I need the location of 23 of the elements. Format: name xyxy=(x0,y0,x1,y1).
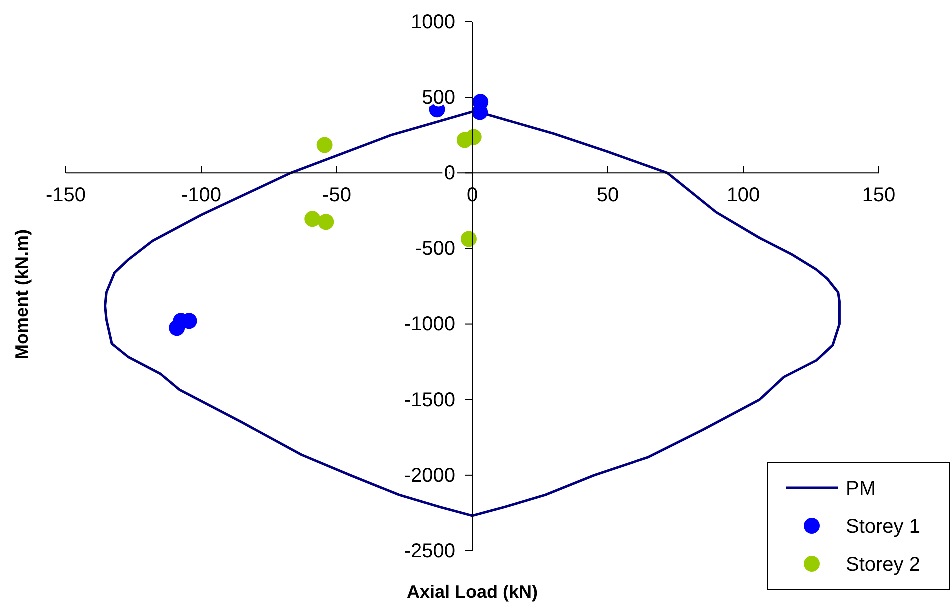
y-tick-label: -1500 xyxy=(404,389,456,412)
y-tick-label: -2000 xyxy=(404,464,456,487)
x-tick-label: -100 xyxy=(181,184,222,206)
y-tick-label: -1000 xyxy=(404,314,456,336)
x-tick-label: -50 xyxy=(322,184,352,206)
y-tick-label: 1000 xyxy=(411,11,456,34)
point xyxy=(304,211,321,228)
point xyxy=(318,214,334,230)
x-axis-title: Axial Load (kN) xyxy=(406,582,538,602)
y-tick-label: -2500 xyxy=(404,540,456,562)
point xyxy=(461,231,477,248)
y-tick-label: -500 xyxy=(415,238,456,260)
x-tick-label: 50 xyxy=(596,184,620,206)
x-tick-label: 150 xyxy=(862,184,896,206)
y-axis-title: Moment (kN.m) xyxy=(12,229,32,360)
point xyxy=(466,129,482,146)
legend-label: Storey 2 xyxy=(846,554,920,576)
x-tick-label: 100 xyxy=(726,184,760,206)
legend-label: Storey 1 xyxy=(846,516,920,538)
point xyxy=(316,137,333,154)
legend-label: PM xyxy=(846,478,876,500)
y-tick-label: 500 xyxy=(422,86,456,109)
x-tick-label: -150 xyxy=(46,184,86,206)
